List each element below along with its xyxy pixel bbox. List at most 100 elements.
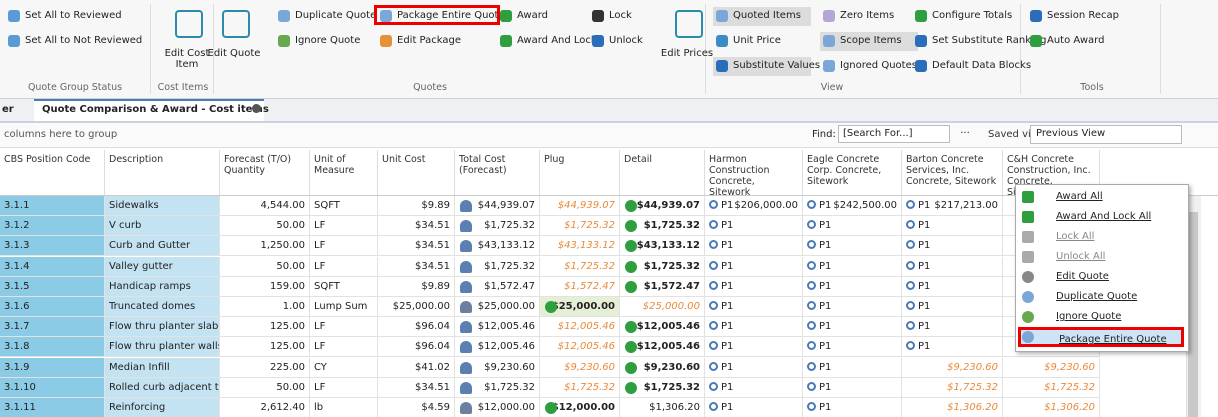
table-cell[interactable]: $12,005.46 xyxy=(455,337,540,358)
quote-cell[interactable]: $9,230.60 xyxy=(902,357,1003,378)
column-header[interactable]: Unit Cost xyxy=(378,150,455,195)
table-cell[interactable]: 3.1.3 xyxy=(0,236,105,257)
ribbon-button[interactable]: Session Recap xyxy=(1047,10,1119,21)
quote-cell[interactable]: P1 xyxy=(705,398,803,417)
table-cell[interactable]: $1,725.32 xyxy=(620,256,705,277)
quote-cell[interactable]: P1 xyxy=(705,377,803,398)
quote-cell[interactable]: P1 xyxy=(902,317,1003,338)
quote-cell[interactable]: P1 xyxy=(705,236,803,257)
table-cell[interactable]: $43,133.12 xyxy=(540,236,620,257)
table-cell[interactable]: $12,000.00 xyxy=(455,398,540,417)
column-header[interactable]: Unit of Measure xyxy=(310,150,378,195)
quote-cell[interactable]: P1 $242,500.00 xyxy=(803,196,902,216)
table-cell[interactable]: SQFT xyxy=(310,276,378,297)
column-header[interactable]: CBS Position Code xyxy=(0,150,105,195)
ribbon-button[interactable]: Award And Lock xyxy=(517,35,597,46)
quote-cell[interactable]: P1 xyxy=(705,337,803,358)
quote-cell[interactable]: P1 xyxy=(803,256,902,277)
table-cell[interactable]: Lump Sum xyxy=(310,297,378,317)
ribbon-button[interactable]: Substitute Values xyxy=(733,60,821,71)
table-cell[interactable]: 125.00 xyxy=(220,317,310,338)
table-cell[interactable]: $34.51 xyxy=(378,216,455,237)
table-cell[interactable]: 3.1.5 xyxy=(0,276,105,297)
quote-cell[interactable]: P1 xyxy=(705,297,803,317)
ribbon-button[interactable]: Lock xyxy=(609,10,632,21)
table-cell[interactable]: $44,939.07 xyxy=(540,196,620,216)
table-cell[interactable]: 3.1.10 xyxy=(0,377,105,398)
table-cell[interactable]: $1,725.32 xyxy=(455,377,540,398)
menu-item[interactable]: Award All xyxy=(1056,191,1103,202)
table-cell[interactable]: $25,000.00 xyxy=(455,297,540,317)
ribbon-button[interactable]: Quoted Items xyxy=(733,10,801,21)
menu-item[interactable]: Edit Quote xyxy=(1056,271,1109,282)
quote-cell[interactable]: $1,306.20 xyxy=(902,398,1003,417)
quote-cell[interactable]: P1 xyxy=(803,236,902,257)
ribbon-button[interactable]: Auto Award xyxy=(1047,35,1105,46)
ribbon-button[interactable]: Award xyxy=(517,10,549,21)
table-cell[interactable]: 159.00 xyxy=(220,276,310,297)
ribbon-button[interactable]: Configure Totals xyxy=(932,10,1013,21)
quote-cell[interactable]: P1 xyxy=(902,276,1003,297)
column-header[interactable]: Forecast (T/O) Quantity xyxy=(220,150,310,195)
table-cell[interactable]: $43,133.12 xyxy=(455,236,540,257)
table-cell[interactable]: SQFT xyxy=(310,196,378,216)
table-cell[interactable]: $1,725.32 xyxy=(455,216,540,237)
table-cell[interactable]: LF xyxy=(310,337,378,358)
table-cell[interactable]: 1,250.00 xyxy=(220,236,310,257)
table-cell[interactable]: $4.59 xyxy=(378,398,455,417)
ribbon-button[interactable]: Package Entire Quote xyxy=(397,10,505,21)
table-cell[interactable]: $1,725.32 xyxy=(540,216,620,237)
find-button[interactable]: ... xyxy=(960,125,970,136)
table-cell[interactable]: 50.00 xyxy=(220,377,310,398)
table-cell[interactable]: Sidewalks xyxy=(105,196,220,216)
table-cell[interactable]: Valley gutter xyxy=(105,256,220,277)
table-cell[interactable]: LF xyxy=(310,216,378,237)
table-cell[interactable]: $44,939.07 xyxy=(455,196,540,216)
table-cell[interactable]: 3.1.4 xyxy=(0,256,105,277)
table-cell[interactable]: LF xyxy=(310,377,378,398)
menu-item[interactable]: Lock All xyxy=(1056,231,1095,242)
search-box[interactable]: [Search For...] xyxy=(838,125,950,143)
quote-cell[interactable]: $9,230.60 xyxy=(1003,357,1100,378)
table-cell[interactable]: Median Infill xyxy=(105,357,220,378)
quote-cell[interactable]: P1 xyxy=(803,317,902,338)
table-cell[interactable]: $1,725.32 xyxy=(455,256,540,277)
ribbon-button[interactable]: Set All to Not Reviewed xyxy=(25,35,143,46)
table-cell[interactable]: $1,725.32 xyxy=(620,216,705,237)
quote-cell[interactable]: P1 xyxy=(803,377,902,398)
table-cell[interactable]: $34.51 xyxy=(378,236,455,257)
scroll-thumb[interactable] xyxy=(1188,212,1198,417)
tab-close[interactable] xyxy=(252,104,261,113)
ribbon-button[interactable]: Ignored Quotes xyxy=(840,60,917,71)
table-cell[interactable]: $12,005.46 xyxy=(620,317,705,338)
table-cell[interactable]: Truncated domes xyxy=(105,297,220,317)
table-cell[interactable]: Curb and Gutter xyxy=(105,236,220,257)
quote-cell[interactable]: P1 xyxy=(803,357,902,378)
table-cell[interactable]: Flow thru planter slab xyxy=(105,317,220,338)
quote-cell[interactable]: P1 xyxy=(902,256,1003,277)
table-cell[interactable]: $12,005.46 xyxy=(540,317,620,338)
table-cell[interactable]: $34.51 xyxy=(378,377,455,398)
table-cell[interactable]: 50.00 xyxy=(220,216,310,237)
column-header[interactable]: Harmon Construction Concrete, Sitework xyxy=(705,150,803,195)
quote-cell[interactable]: P1 xyxy=(705,256,803,277)
column-header[interactable]: Plug xyxy=(540,150,620,195)
quote-cell[interactable]: $1,306.20 xyxy=(1003,398,1100,417)
ribbon-button[interactable]: Set All to Reviewed xyxy=(25,10,122,21)
table-cell[interactable]: 225.00 xyxy=(220,357,310,378)
column-header[interactable]: Eagle Concrete Corp. Concrete, Sitework xyxy=(803,150,902,195)
menu-item[interactable]: Ignore Quote xyxy=(1056,311,1122,322)
table-cell[interactable]: $9,230.60 xyxy=(620,357,705,378)
ribbon-button[interactable]: Edit Quote xyxy=(207,48,261,59)
ribbon-button[interactable]: Duplicate Quote xyxy=(295,10,377,21)
quote-cell[interactable]: P1 xyxy=(803,216,902,237)
table-cell[interactable]: $44,939.07 xyxy=(620,196,705,216)
table-cell[interactable]: $9.89 xyxy=(378,276,455,297)
table-cell[interactable]: 2,612.40 xyxy=(220,398,310,417)
table-cell[interactable]: $41.02 xyxy=(378,357,455,378)
table-cell[interactable]: $1,572.47 xyxy=(540,276,620,297)
table-cell[interactable]: Rolled curb adjacent to... xyxy=(105,377,220,398)
quote-cell[interactable]: P1 $217,213.00 xyxy=(902,196,1003,216)
ribbon-button[interactable]: Set Substitute Ranking xyxy=(932,35,1047,46)
quote-cell[interactable]: $1,725.32 xyxy=(902,377,1003,398)
